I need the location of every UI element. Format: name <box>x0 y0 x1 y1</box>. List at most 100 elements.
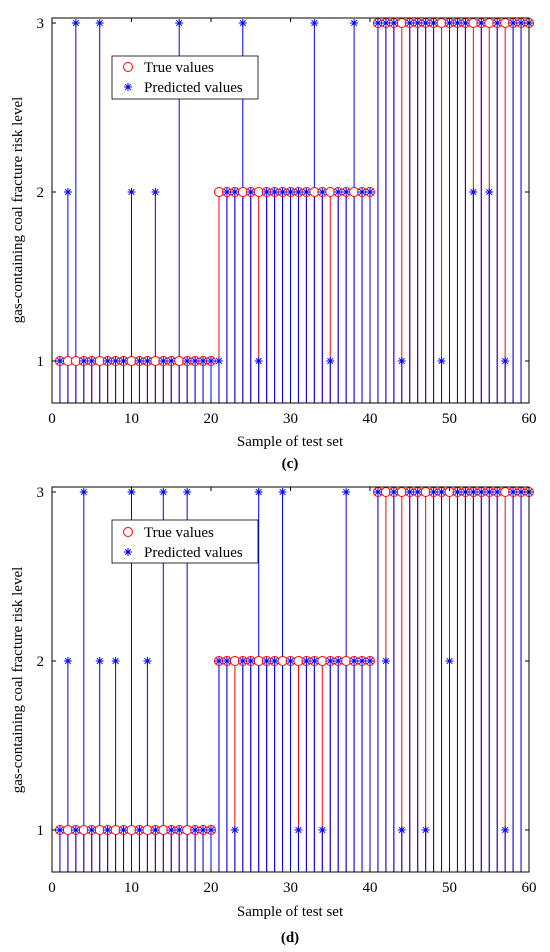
predicted-value-marker <box>389 488 398 496</box>
legend: True values Predicted values <box>111 519 259 564</box>
predicted-value-marker <box>183 488 192 496</box>
predicted-value-marker <box>381 19 390 27</box>
legend-asterisk-icon <box>124 548 132 556</box>
y-tick-label: 3 <box>37 16 45 32</box>
chart-panel-d: 0 10 20 30 40 50 60 1 2 3 Sample of test set gas… <box>10 485 537 946</box>
legend-marker-predicted-values <box>124 83 132 91</box>
predicted-value-marker <box>238 19 247 27</box>
legend-label-predicted-values: Predicted values <box>144 545 243 561</box>
y-axis-label: gas-containing coal fracture risk level <box>10 97 26 324</box>
predicted-value-marker <box>87 826 96 834</box>
predicted-value-marker <box>199 357 208 365</box>
predicted-value-marker <box>286 657 295 665</box>
predicted-value-marker <box>350 657 359 665</box>
predicted-value-marker <box>246 657 255 665</box>
predicted-value-marker <box>103 826 112 834</box>
predicted-value-marker <box>421 19 430 27</box>
predicted-value-marker <box>119 826 128 834</box>
legend-asterisk-icon <box>124 83 132 91</box>
predicted-value-marker <box>429 19 438 27</box>
predicted-value-marker <box>55 357 64 365</box>
predicted-value-marker <box>87 357 96 365</box>
predicted-value-marker <box>214 657 223 665</box>
predicted-value-marker <box>358 657 367 665</box>
x-tick-label: 30 <box>283 880 298 896</box>
predicted-value-marker <box>294 826 303 834</box>
predicted-value-marker <box>270 188 279 196</box>
predicted-value-marker <box>207 826 215 834</box>
predicted-value-marker <box>318 826 327 834</box>
predicted-value-marker <box>461 488 470 496</box>
predicted-value-marker <box>477 19 486 27</box>
legend-label-true-values: True values <box>144 525 214 541</box>
predicted-value-marker <box>509 19 518 27</box>
panel-tag: (c) <box>282 456 299 472</box>
predicted-value-marker <box>183 357 192 365</box>
predicted-value-marker <box>405 19 414 27</box>
predicted-value-marker <box>119 357 128 365</box>
predicted-value-marker <box>517 19 526 27</box>
predicted-value-marker <box>485 488 494 496</box>
x-ticks: 0 10 20 30 40 50 60 <box>48 487 537 896</box>
legend: True values Predicted values <box>111 55 259 100</box>
predicted-value-marker <box>111 657 120 665</box>
predicted-value-marker <box>326 657 335 665</box>
predicted-value-marker <box>493 19 502 27</box>
x-tick-label: 60 <box>522 880 537 896</box>
predicted-value-marker <box>405 488 414 496</box>
predicted-value-marker <box>199 826 208 834</box>
predicted-value-marker <box>501 357 510 365</box>
predicted-value-marker <box>294 188 303 196</box>
predicted-value-marker <box>334 188 343 196</box>
predicted-value-marker <box>175 826 184 834</box>
x-tick-label: 40 <box>363 411 378 427</box>
x-tick-label: 50 <box>442 880 457 896</box>
predicted-value-marker <box>71 826 80 834</box>
predicted-value-marker <box>95 657 104 665</box>
x-tick-label: 0 <box>48 880 56 896</box>
y-tick-label: 2 <box>37 185 45 201</box>
predicted-value-marker <box>373 19 382 27</box>
predicted-value-marker <box>191 826 200 834</box>
predicted-value-marker <box>71 19 80 27</box>
predicted-value-marker <box>334 657 343 665</box>
predicted-value-marker <box>485 188 494 196</box>
predicted-value-marker <box>55 826 64 834</box>
legend-marker-predicted-values <box>124 548 132 556</box>
predicted-value-marker <box>191 357 200 365</box>
predicted-value-marker <box>230 188 239 196</box>
predicted-value-marker <box>270 657 279 665</box>
panel-tag: (d) <box>281 930 299 946</box>
predicted-value-marker <box>151 188 160 196</box>
predicted-value-marker <box>373 488 382 496</box>
predicted-value-marker <box>135 357 144 365</box>
predicted-value-marker <box>159 488 168 496</box>
predicted-value-marker <box>381 657 390 665</box>
predicted-value-marker <box>350 19 359 27</box>
x-tick-label: 20 <box>204 880 219 896</box>
predicted-value-marker <box>278 488 287 496</box>
predicted-value-marker <box>302 188 311 196</box>
x-tick-label: 10 <box>124 411 139 427</box>
predicted-value-marker <box>366 657 374 665</box>
x-tick-label: 50 <box>442 411 457 427</box>
legend-box <box>111 55 259 100</box>
x-axis-label: Sample of test set <box>237 434 344 450</box>
predicted-value-marker <box>111 357 120 365</box>
y-ticks: 1 2 3 <box>37 485 529 839</box>
x-tick-label: 0 <box>48 411 56 427</box>
predicted-value-marker <box>278 188 287 196</box>
predicted-value-marker <box>302 657 311 665</box>
predicted-value-marker <box>63 188 72 196</box>
predicted-value-marker <box>79 488 88 496</box>
predicted-value-marker <box>517 488 526 496</box>
predicted-value-marker <box>207 357 215 365</box>
legend-label-predicted-values: Predicted values <box>144 80 243 96</box>
predicted-value-marker <box>222 657 231 665</box>
predicted-value-marker <box>453 488 462 496</box>
predicted-value-marker <box>429 488 438 496</box>
predicted-value-marker <box>63 657 72 665</box>
predicted-value-marker <box>326 357 335 365</box>
predicted-value-marker <box>342 488 351 496</box>
predicted-value-marker <box>493 488 502 496</box>
